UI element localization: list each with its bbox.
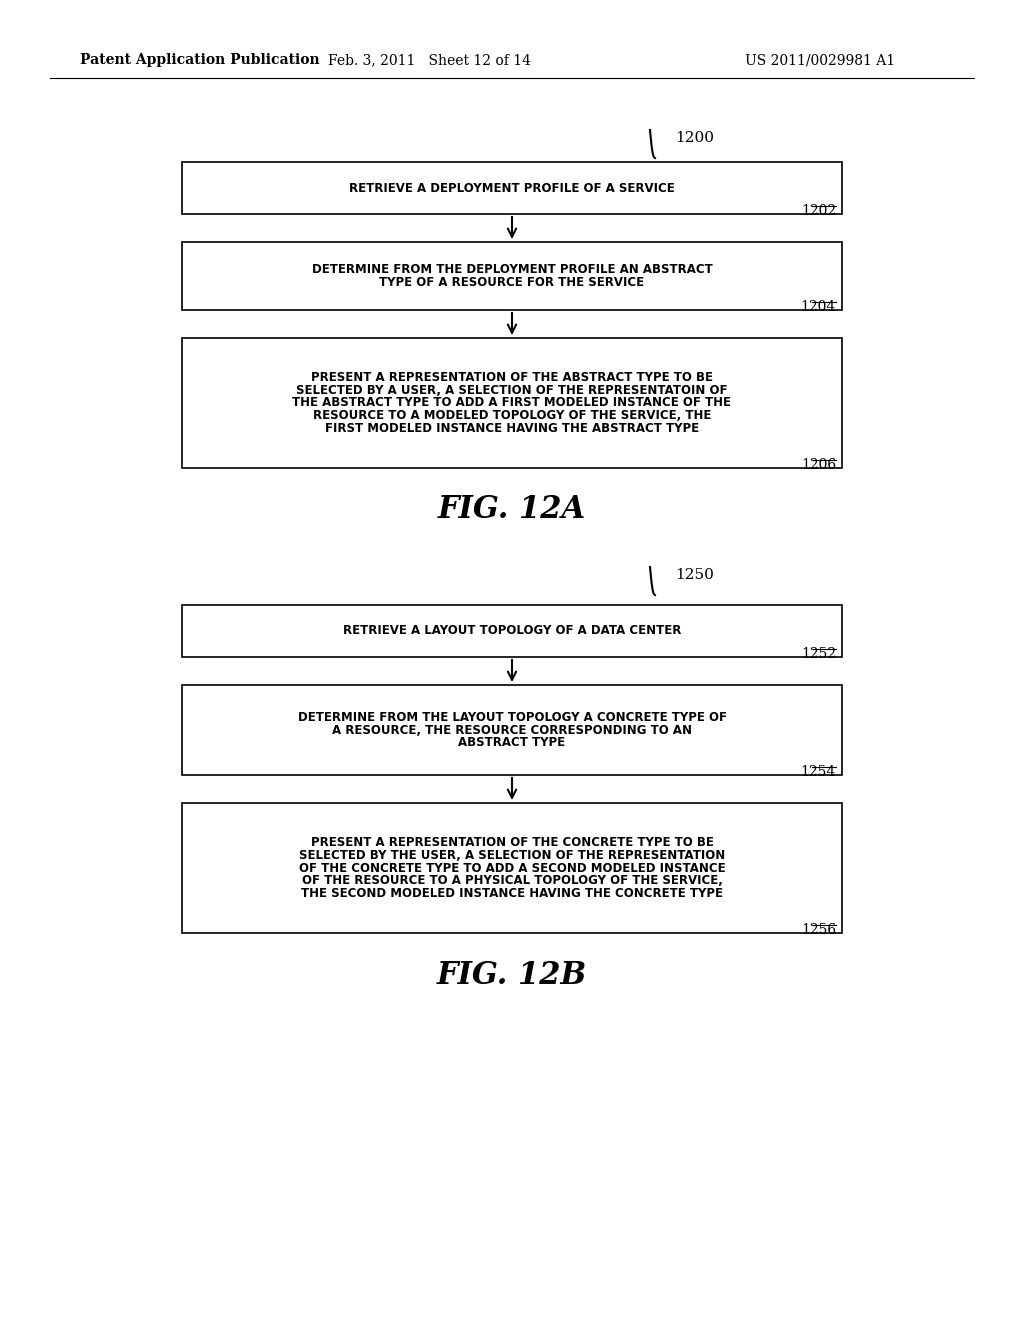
Bar: [182, 803, 842, 933]
Text: THE ABSTRACT TYPE TO ADD A FIRST MODELED INSTANCE OF THE: THE ABSTRACT TYPE TO ADD A FIRST MODELED…: [293, 396, 731, 409]
Text: 1200: 1200: [675, 131, 714, 145]
Text: 1254: 1254: [801, 766, 836, 779]
Text: PRESENT A REPRESENTATION OF THE ABSTRACT TYPE TO BE: PRESENT A REPRESENTATION OF THE ABSTRACT…: [311, 371, 713, 384]
Text: 1202: 1202: [801, 205, 836, 218]
Text: 1256: 1256: [801, 923, 836, 937]
Text: FIG. 12A: FIG. 12A: [438, 495, 586, 525]
Text: OF THE RESOURCE TO A PHYSICAL TOPOLOGY OF THE SERVICE,: OF THE RESOURCE TO A PHYSICAL TOPOLOGY O…: [301, 874, 723, 887]
Text: 1252: 1252: [801, 647, 836, 661]
Text: RESOURCE TO A MODELED TOPOLOGY OF THE SERVICE, THE: RESOURCE TO A MODELED TOPOLOGY OF THE SE…: [312, 409, 712, 422]
Bar: [182, 242, 842, 310]
Text: Feb. 3, 2011   Sheet 12 of 14: Feb. 3, 2011 Sheet 12 of 14: [329, 53, 531, 67]
Text: SELECTED BY A USER, A SELECTION OF THE REPRESENTATOIN OF: SELECTED BY A USER, A SELECTION OF THE R…: [296, 384, 728, 397]
Text: FIG. 12B: FIG. 12B: [437, 960, 587, 990]
Text: 1250: 1250: [675, 568, 714, 582]
Bar: [182, 685, 842, 775]
Text: A RESOURCE, THE RESOURCE CORRESPONDING TO AN: A RESOURCE, THE RESOURCE CORRESPONDING T…: [332, 723, 692, 737]
Bar: [182, 162, 842, 214]
Text: SELECTED BY THE USER, A SELECTION OF THE REPRESENTATION: SELECTED BY THE USER, A SELECTION OF THE…: [299, 849, 725, 862]
Text: US 2011/0029981 A1: US 2011/0029981 A1: [744, 53, 895, 67]
Text: ABSTRACT TYPE: ABSTRACT TYPE: [459, 737, 565, 750]
Text: DETERMINE FROM THE LAYOUT TOPOLOGY A CONCRETE TYPE OF: DETERMINE FROM THE LAYOUT TOPOLOGY A CON…: [298, 710, 726, 723]
Text: FIRST MODELED INSTANCE HAVING THE ABSTRACT TYPE: FIRST MODELED INSTANCE HAVING THE ABSTRA…: [325, 422, 699, 436]
Text: Patent Application Publication: Patent Application Publication: [80, 53, 319, 67]
Text: OF THE CONCRETE TYPE TO ADD A SECOND MODELED INSTANCE: OF THE CONCRETE TYPE TO ADD A SECOND MOD…: [299, 862, 725, 874]
Text: 1206: 1206: [801, 458, 836, 473]
Text: 1204: 1204: [801, 300, 836, 314]
Text: RETRIEVE A LAYOUT TOPOLOGY OF A DATA CENTER: RETRIEVE A LAYOUT TOPOLOGY OF A DATA CEN…: [343, 624, 681, 638]
Text: PRESENT A REPRESENTATION OF THE CONCRETE TYPE TO BE: PRESENT A REPRESENTATION OF THE CONCRETE…: [310, 836, 714, 849]
Text: DETERMINE FROM THE DEPLOYMENT PROFILE AN ABSTRACT: DETERMINE FROM THE DEPLOYMENT PROFILE AN…: [311, 263, 713, 276]
Text: THE SECOND MODELED INSTANCE HAVING THE CONCRETE TYPE: THE SECOND MODELED INSTANCE HAVING THE C…: [301, 887, 723, 900]
Text: RETRIEVE A DEPLOYMENT PROFILE OF A SERVICE: RETRIEVE A DEPLOYMENT PROFILE OF A SERVI…: [349, 181, 675, 194]
Text: TYPE OF A RESOURCE FOR THE SERVICE: TYPE OF A RESOURCE FOR THE SERVICE: [380, 276, 644, 289]
Bar: [182, 605, 842, 657]
Bar: [182, 338, 842, 469]
